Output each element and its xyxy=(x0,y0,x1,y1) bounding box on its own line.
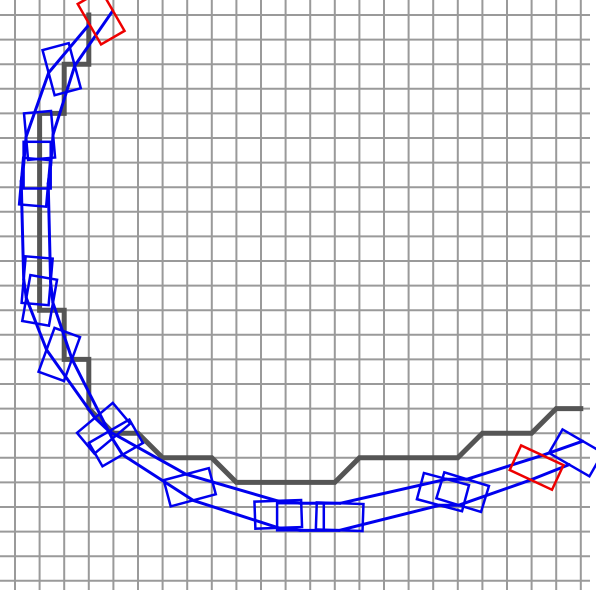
vehicle-pose xyxy=(547,427,596,478)
swept-edge-right xyxy=(110,437,125,457)
swept-edge-left xyxy=(184,472,280,503)
swept-edge-right xyxy=(121,453,195,502)
vehicle-pose xyxy=(275,501,326,532)
swept-edge-left xyxy=(45,348,97,420)
vehicle-pose xyxy=(36,326,82,383)
vehicle-pose xyxy=(41,41,83,97)
vehicle-pose xyxy=(253,498,304,530)
swept-edge-right xyxy=(51,64,77,136)
swept-edge-left xyxy=(19,179,26,281)
vehicle-pose xyxy=(162,466,218,508)
vehicle-pose xyxy=(415,471,471,513)
vehicle-pose xyxy=(314,501,365,533)
swept-edge-right xyxy=(46,182,53,284)
swept-edge-left xyxy=(338,477,448,505)
endpoint-pose xyxy=(76,0,127,47)
vehicle-pose xyxy=(87,417,145,469)
swept-edge-right xyxy=(70,357,114,441)
swept-edge-right xyxy=(457,478,533,507)
vehicle-pose xyxy=(20,273,59,328)
vehicle-pose xyxy=(75,401,132,456)
swept-edge-left xyxy=(465,453,544,481)
vehicle-pose xyxy=(20,254,55,307)
endpoint-pose xyxy=(508,443,566,492)
swept-edge-right xyxy=(73,9,115,68)
swept-edge-left xyxy=(107,429,188,476)
vehicle-pose xyxy=(434,470,491,514)
swept-edge-right xyxy=(337,503,441,532)
swept-edge-left xyxy=(24,71,51,139)
vehicle-pose xyxy=(17,156,52,209)
vehicle-poses xyxy=(17,0,596,533)
swept-edge-right xyxy=(191,498,281,530)
